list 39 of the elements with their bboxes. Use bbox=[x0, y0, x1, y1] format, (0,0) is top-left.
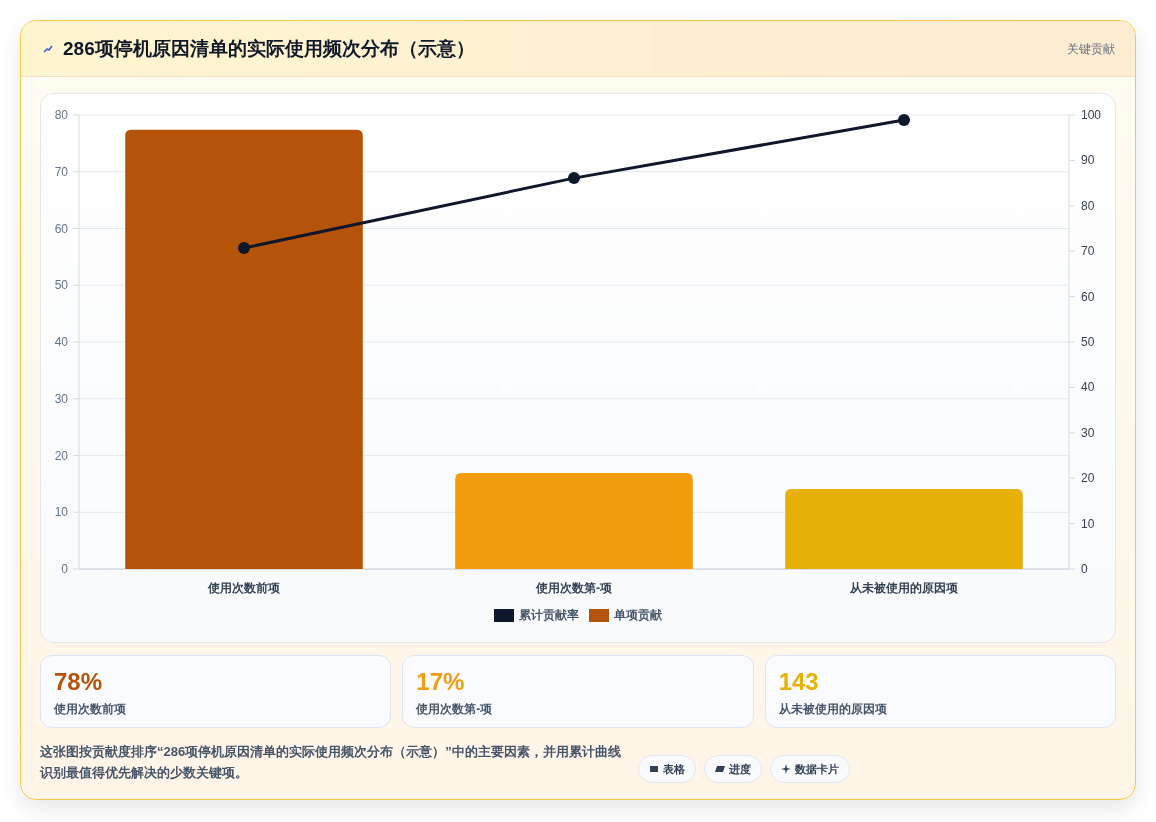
y-tick-label: 50 bbox=[54, 278, 68, 293]
y2-tick-label: 50 bbox=[1081, 335, 1095, 349]
kpi-value: 17% bbox=[416, 668, 465, 696]
legend-label: 累计贡献率 bbox=[519, 607, 579, 624]
y2-tick-label: 100 bbox=[1081, 108, 1102, 122]
y-tick-label: 20 bbox=[54, 448, 68, 463]
y-tick-label: 80 bbox=[54, 108, 68, 122]
y2-tick-label: 30 bbox=[1081, 425, 1095, 440]
x-tick-label: 使用次数第-项 bbox=[536, 581, 612, 595]
x-tick-label: 使用次数前项 bbox=[208, 581, 280, 595]
title: 286项停机原因清单的实际使用频次分布（示意） bbox=[63, 37, 475, 61]
y2-tick-label: 90 bbox=[1081, 153, 1095, 168]
y-tick-label: 70 bbox=[54, 164, 68, 179]
chip-label: 表格 bbox=[663, 761, 685, 777]
y-tick-label: 40 bbox=[54, 335, 68, 349]
legend-item: 单项贡献 bbox=[589, 607, 662, 624]
y2-tick-label: 20 bbox=[1081, 471, 1095, 486]
kpi-label: 从未被使用的原因项 bbox=[778, 701, 887, 718]
y2-tick-label: 60 bbox=[1081, 289, 1095, 304]
kpi-label: 使用次数前项 bbox=[54, 701, 126, 718]
y2-tick-label: 0 bbox=[1081, 562, 1088, 576]
chip-label: 进度 bbox=[729, 761, 751, 777]
y2-tick-label: 70 bbox=[1081, 244, 1095, 259]
kpi-value: 143 bbox=[778, 668, 819, 696]
y-tick-label: 0 bbox=[61, 562, 68, 576]
kpi-label: 使用次数第-项 bbox=[416, 701, 493, 718]
x-tick-label: 从未被使用的原因项 bbox=[850, 581, 958, 595]
y-tick-label: 10 bbox=[54, 505, 68, 520]
y2-tick-label: 40 bbox=[1081, 380, 1095, 395]
kpi-value: 78% bbox=[54, 668, 103, 696]
chip-label: 数据卡片 bbox=[795, 761, 839, 777]
legend-item: 累计贡献率 bbox=[494, 607, 579, 624]
note: 这张图按贡献度排序“286项停机原因清单的实际使用频次分布（示意）”中的主要因素，并用累计曲线识别最值得优先解决的少数关键项。 bbox=[40, 743, 622, 782]
y2-tick-label: 80 bbox=[1081, 198, 1095, 213]
y-tick-label: 30 bbox=[54, 391, 68, 406]
y-tick-label: 60 bbox=[54, 221, 68, 236]
legend-label: 单项贡献 bbox=[614, 607, 662, 624]
subtitle: 关键贡献 bbox=[1067, 41, 1115, 58]
y2-tick-label: 10 bbox=[1081, 516, 1095, 531]
